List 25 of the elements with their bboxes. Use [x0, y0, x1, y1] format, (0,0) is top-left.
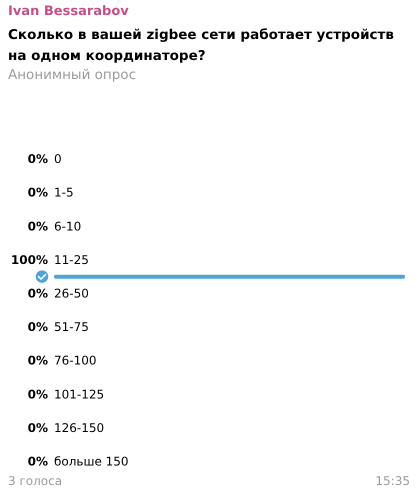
y-tick-label: 101-125 [54, 387, 104, 402]
chart-subtitle: Анонимный опрос [8, 67, 136, 83]
y-tick-label: больше 150 [54, 454, 129, 468]
data-label: 0% [28, 219, 48, 234]
data-label: 0% [28, 454, 48, 468]
chart-title: Сколько в вашей zigbee сети работает устройств на одном координаторе? [8, 26, 395, 66]
y-tick-label: 76-100 [54, 354, 97, 368]
y-tick-label: 51-75 [54, 320, 89, 334]
data-label: 0% [28, 186, 48, 200]
annotation: 3 голоса [8, 474, 62, 488]
y-tick-label: 26-50 [54, 286, 89, 300]
annotation: 15:35 [375, 474, 410, 488]
data-label: 100% [10, 252, 48, 267]
data-label: 0% [28, 152, 48, 166]
data-label: 0% [28, 320, 48, 334]
y-tick-label: 11-25 [54, 252, 89, 267]
y-tick-label: 126-150 [54, 420, 104, 435]
y-tick-label: 0 [54, 152, 62, 166]
text: Ivan Bessarabov [8, 4, 129, 19]
data-label: 0% [28, 286, 48, 300]
data-label: 0% [28, 420, 48, 435]
y-tick-label: 6-10 [54, 219, 82, 234]
y-tick-label: 1-5 [54, 186, 74, 200]
data-label: 0% [28, 354, 48, 368]
data-label: 0% [28, 387, 48, 402]
